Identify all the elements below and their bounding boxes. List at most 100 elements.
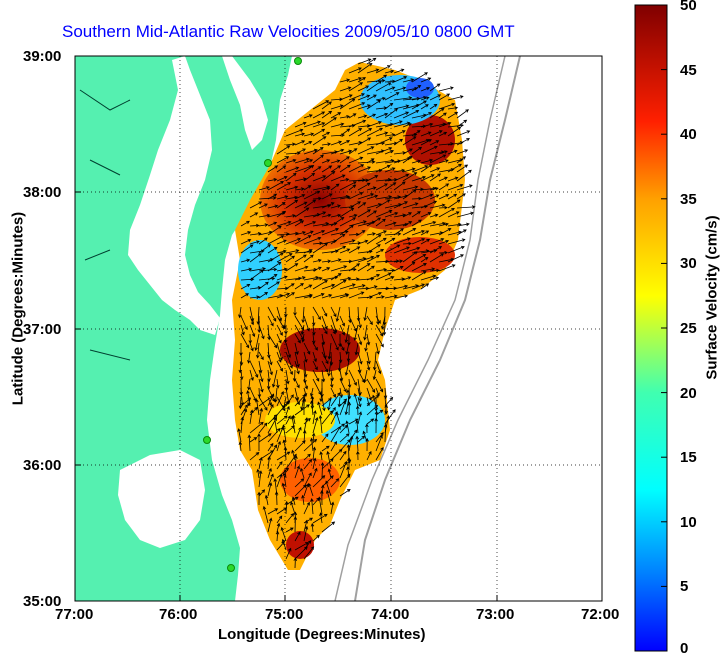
velocity-arrow xyxy=(411,165,429,173)
velocity-arrow xyxy=(429,130,443,137)
velocity-arrow xyxy=(366,244,381,254)
velocity-arrow xyxy=(285,283,295,290)
velocity-arrow xyxy=(240,231,252,236)
velocity-arrow xyxy=(375,446,384,461)
velocity-arrow xyxy=(285,527,294,533)
velocity-arrow xyxy=(348,77,363,83)
velocity-arrow xyxy=(375,378,384,393)
velocity-arrow xyxy=(393,228,404,236)
velocity-arrow xyxy=(402,246,421,254)
velocity-arrow xyxy=(402,221,413,227)
velocity-arrow xyxy=(402,122,412,128)
velocity-arrow xyxy=(321,283,336,290)
velocity-arrow xyxy=(375,209,393,218)
velocity-arrow xyxy=(294,394,306,407)
velocity-arrow xyxy=(438,264,456,272)
velocity-arrow xyxy=(402,78,415,83)
velocity-arrow xyxy=(375,259,390,264)
velocity-arrow xyxy=(285,214,297,218)
velocity-arrow xyxy=(294,231,306,236)
velocity-arrow xyxy=(357,58,372,65)
velocity-arrow xyxy=(249,212,259,218)
velocity-arrow xyxy=(347,457,351,470)
velocity-arrow xyxy=(294,265,309,272)
velocity-arrow xyxy=(375,248,385,254)
velocity-arrow xyxy=(339,450,347,461)
velocity-arrow xyxy=(309,437,314,452)
velocity-arrow xyxy=(312,475,326,488)
velocity-arrow xyxy=(402,261,416,272)
velocity-arrow xyxy=(375,137,393,146)
velocity-arrow xyxy=(429,238,445,245)
velocity-arrow xyxy=(325,489,332,506)
velocity-arrow xyxy=(237,428,242,443)
velocity-arrow xyxy=(339,248,351,254)
x-tick-label: 74:00 xyxy=(371,606,410,623)
velocity-arrow xyxy=(294,387,300,401)
velocity-arrow xyxy=(339,283,356,290)
velocity-arrow xyxy=(290,415,296,434)
velocity-arrow xyxy=(249,421,264,434)
velocity-arrow xyxy=(321,315,328,330)
velocity-arrow xyxy=(339,387,344,399)
velocity-arrow xyxy=(294,531,301,542)
velocity-arrow xyxy=(290,501,296,515)
velocity-arrow xyxy=(276,333,282,344)
velocity-arrow xyxy=(402,136,417,146)
velocity-arrow xyxy=(273,415,278,434)
velocity-arrow xyxy=(366,254,380,263)
velocity-arrow xyxy=(294,542,309,551)
velocity-arrow xyxy=(303,275,320,281)
velocity-arrow xyxy=(347,378,352,389)
velocity-arrow xyxy=(330,324,336,335)
x-tick-label: 75:00 xyxy=(265,606,304,623)
velocity-arrow xyxy=(345,420,350,434)
velocity-arrow xyxy=(321,193,333,200)
velocity-arrow xyxy=(294,484,307,497)
velocity-arrow xyxy=(365,423,369,434)
velocity-arrow xyxy=(348,82,364,92)
velocity-arrow xyxy=(339,217,357,227)
velocity-arrow xyxy=(447,230,462,236)
velocity-arrow xyxy=(247,434,252,452)
velocity-arrow xyxy=(303,351,308,363)
velocity-arrow xyxy=(294,455,298,470)
velocity-arrow xyxy=(371,394,377,407)
velocity-arrow xyxy=(303,438,318,452)
velocity-arrow xyxy=(357,230,366,236)
velocity-arrow xyxy=(321,259,332,264)
velocity-arrow xyxy=(339,433,350,443)
velocity-arrow xyxy=(303,525,309,542)
velocity-arrow xyxy=(375,65,391,74)
velocity-arrow xyxy=(303,458,313,470)
velocity-arrow xyxy=(303,519,309,533)
velocity-arrow xyxy=(267,235,285,245)
velocity-arrow xyxy=(339,369,344,382)
velocity-arrow xyxy=(294,207,310,218)
velocity-arrow xyxy=(330,440,337,452)
velocity-arrow xyxy=(255,398,260,416)
velocity-arrow xyxy=(281,482,287,497)
colorbar-tick-label: 10 xyxy=(680,514,697,531)
velocity-arrow xyxy=(267,351,273,366)
velocity-arrow xyxy=(317,401,323,416)
velocity-arrow xyxy=(312,369,320,382)
velocity-arrow xyxy=(420,86,431,92)
velocity-arrow xyxy=(339,128,351,137)
colorbar-label: Surface Velocity (cm/s) xyxy=(703,215,721,380)
velocity-arrow xyxy=(375,324,384,337)
velocity-arrow xyxy=(447,126,462,137)
velocity-low-region xyxy=(315,395,385,445)
velocity-arrow xyxy=(366,57,377,65)
velocity-arrow xyxy=(258,244,272,254)
velocity-arrow xyxy=(257,433,261,452)
velocity-arrow xyxy=(330,245,347,254)
velocity-arrow xyxy=(420,193,434,200)
velocity-arrow xyxy=(258,203,268,209)
velocity-arrow xyxy=(276,306,283,322)
velocity-arrow xyxy=(366,158,375,164)
velocity-arrow xyxy=(411,72,428,83)
velocity-arrow xyxy=(321,396,326,412)
velocity-arrow xyxy=(366,450,372,461)
